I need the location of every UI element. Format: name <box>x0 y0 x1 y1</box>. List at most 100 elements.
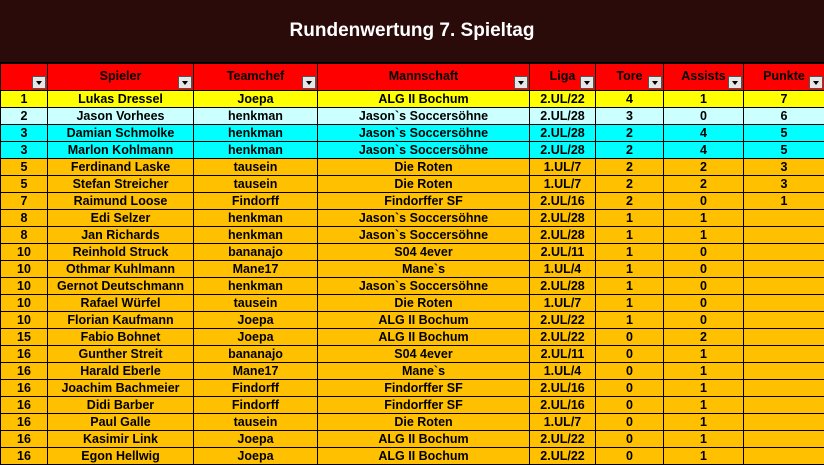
cell-mannschaft[interactable]: Jason`s Soccersöhne <box>317 107 530 125</box>
cell-assists[interactable]: 0 <box>663 243 744 261</box>
cell-spieler[interactable]: Raimund Loose <box>47 192 194 210</box>
filter-dropdown-icon[interactable] <box>32 76 46 89</box>
cell-teamchef[interactable]: henkman <box>193 209 318 227</box>
cell-punkte[interactable] <box>743 430 824 448</box>
cell-rank[interactable]: 8 <box>0 209 48 227</box>
cell-tore[interactable]: 4 <box>595 90 664 108</box>
cell-spieler[interactable]: Didi Barber <box>47 396 194 414</box>
cell-spieler[interactable]: Ferdinand Laske <box>47 158 194 176</box>
cell-tore[interactable]: 0 <box>595 447 664 465</box>
cell-punkte[interactable] <box>743 277 824 295</box>
cell-teamchef[interactable]: henkman <box>193 107 318 125</box>
cell-liga[interactable]: 2.UL/28 <box>529 209 596 227</box>
cell-teamchef[interactable]: Joepa <box>193 311 318 329</box>
cell-rank[interactable]: 8 <box>0 226 48 244</box>
cell-tore[interactable]: 1 <box>595 277 664 295</box>
cell-rank[interactable]: 1 <box>0 90 48 108</box>
cell-punkte[interactable] <box>743 260 824 278</box>
cell-rank[interactable]: 10 <box>0 311 48 329</box>
cell-tore[interactable]: 2 <box>595 141 664 159</box>
cell-spieler[interactable]: Edi Selzer <box>47 209 194 227</box>
cell-punkte[interactable] <box>743 311 824 329</box>
cell-mannschaft[interactable]: Die Roten <box>317 294 530 312</box>
filter-dropdown-icon[interactable] <box>728 76 742 89</box>
cell-teamchef[interactable]: Findorff <box>193 379 318 397</box>
cell-liga[interactable]: 2.UL/22 <box>529 311 596 329</box>
cell-punkte[interactable] <box>743 294 824 312</box>
cell-rank[interactable]: 16 <box>0 447 48 465</box>
cell-rank[interactable]: 10 <box>0 243 48 261</box>
cell-rank[interactable]: 3 <box>0 141 48 159</box>
cell-tore[interactable]: 1 <box>595 226 664 244</box>
cell-assists[interactable]: 2 <box>663 175 744 193</box>
cell-tore[interactable]: 2 <box>595 124 664 142</box>
cell-spieler[interactable]: Othmar Kuhlmann <box>47 260 194 278</box>
cell-assists[interactable]: 0 <box>663 277 744 295</box>
cell-liga[interactable]: 1.UL/7 <box>529 294 596 312</box>
cell-tore[interactable]: 0 <box>595 379 664 397</box>
cell-assists[interactable]: 0 <box>663 107 744 125</box>
filter-dropdown-icon[interactable] <box>809 76 823 89</box>
cell-rank[interactable]: 10 <box>0 277 48 295</box>
cell-spieler[interactable]: Paul Galle <box>47 413 194 431</box>
cell-liga[interactable]: 2.UL/28 <box>529 141 596 159</box>
cell-punkte[interactable] <box>743 328 824 346</box>
cell-mannschaft[interactable]: Die Roten <box>317 175 530 193</box>
cell-spieler[interactable]: Egon Hellwig <box>47 447 194 465</box>
cell-mannschaft[interactable]: Findorffer SF <box>317 396 530 414</box>
cell-spieler[interactable]: Damian Schmolke <box>47 124 194 142</box>
cell-liga[interactable]: 1.UL/4 <box>529 260 596 278</box>
cell-liga[interactable]: 2.UL/22 <box>529 430 596 448</box>
cell-tore[interactable]: 0 <box>595 413 664 431</box>
cell-mannschaft[interactable]: ALG II Bochum <box>317 328 530 346</box>
cell-liga[interactable]: 2.UL/16 <box>529 192 596 210</box>
cell-rank[interactable]: 15 <box>0 328 48 346</box>
cell-rank[interactable]: 16 <box>0 345 48 363</box>
cell-mannschaft[interactable]: Findorffer SF <box>317 379 530 397</box>
cell-assists[interactable]: 1 <box>663 226 744 244</box>
cell-mannschaft[interactable]: Mane`s <box>317 260 530 278</box>
cell-punkte[interactable]: 1 <box>743 192 824 210</box>
cell-mannschaft[interactable]: ALG II Bochum <box>317 447 530 465</box>
cell-tore[interactable]: 0 <box>595 396 664 414</box>
cell-spieler[interactable]: Florian Kaufmann <box>47 311 194 329</box>
cell-tore[interactable]: 2 <box>595 158 664 176</box>
cell-spieler[interactable]: Kasimir Link <box>47 430 194 448</box>
cell-assists[interactable]: 1 <box>663 379 744 397</box>
cell-punkte[interactable] <box>743 362 824 380</box>
cell-assists[interactable]: 2 <box>663 158 744 176</box>
cell-rank[interactable]: 16 <box>0 413 48 431</box>
filter-dropdown-icon[interactable] <box>580 76 594 89</box>
cell-assists[interactable]: 1 <box>663 413 744 431</box>
cell-rank[interactable]: 10 <box>0 294 48 312</box>
cell-liga[interactable]: 1.UL/4 <box>529 362 596 380</box>
cell-assists[interactable]: 2 <box>663 328 744 346</box>
cell-teamchef[interactable]: Mane17 <box>193 260 318 278</box>
cell-spieler[interactable]: Rafael Würfel <box>47 294 194 312</box>
cell-tore[interactable]: 2 <box>595 175 664 193</box>
cell-punkte[interactable] <box>743 447 824 465</box>
cell-rank[interactable]: 16 <box>0 379 48 397</box>
cell-mannschaft[interactable]: ALG II Bochum <box>317 430 530 448</box>
cell-mannschaft[interactable]: S04 4ever <box>317 243 530 261</box>
cell-liga[interactable]: 2.UL/22 <box>529 328 596 346</box>
cell-liga[interactable]: 2.UL/28 <box>529 277 596 295</box>
cell-assists[interactable]: 4 <box>663 141 744 159</box>
cell-rank[interactable]: 16 <box>0 396 48 414</box>
cell-liga[interactable]: 1.UL/7 <box>529 413 596 431</box>
cell-tore[interactable]: 1 <box>595 209 664 227</box>
cell-tore[interactable]: 1 <box>595 243 664 261</box>
cell-teamchef[interactable]: Joepa <box>193 430 318 448</box>
cell-teamchef[interactable]: tausein <box>193 413 318 431</box>
cell-spieler[interactable]: Fabio Bohnet <box>47 328 194 346</box>
cell-teamchef[interactable]: henkman <box>193 277 318 295</box>
cell-mannschaft[interactable]: Jason`s Soccersöhne <box>317 226 530 244</box>
cell-teamchef[interactable]: Joepa <box>193 90 318 108</box>
cell-spieler[interactable]: Harald Eberle <box>47 362 194 380</box>
cell-punkte[interactable]: 7 <box>743 90 824 108</box>
cell-spieler[interactable]: Marlon Kohlmann <box>47 141 194 159</box>
cell-tore[interactable]: 2 <box>595 192 664 210</box>
filter-dropdown-icon[interactable] <box>302 76 316 89</box>
cell-teamchef[interactable]: Findorff <box>193 192 318 210</box>
cell-teamchef[interactable]: bananajo <box>193 243 318 261</box>
